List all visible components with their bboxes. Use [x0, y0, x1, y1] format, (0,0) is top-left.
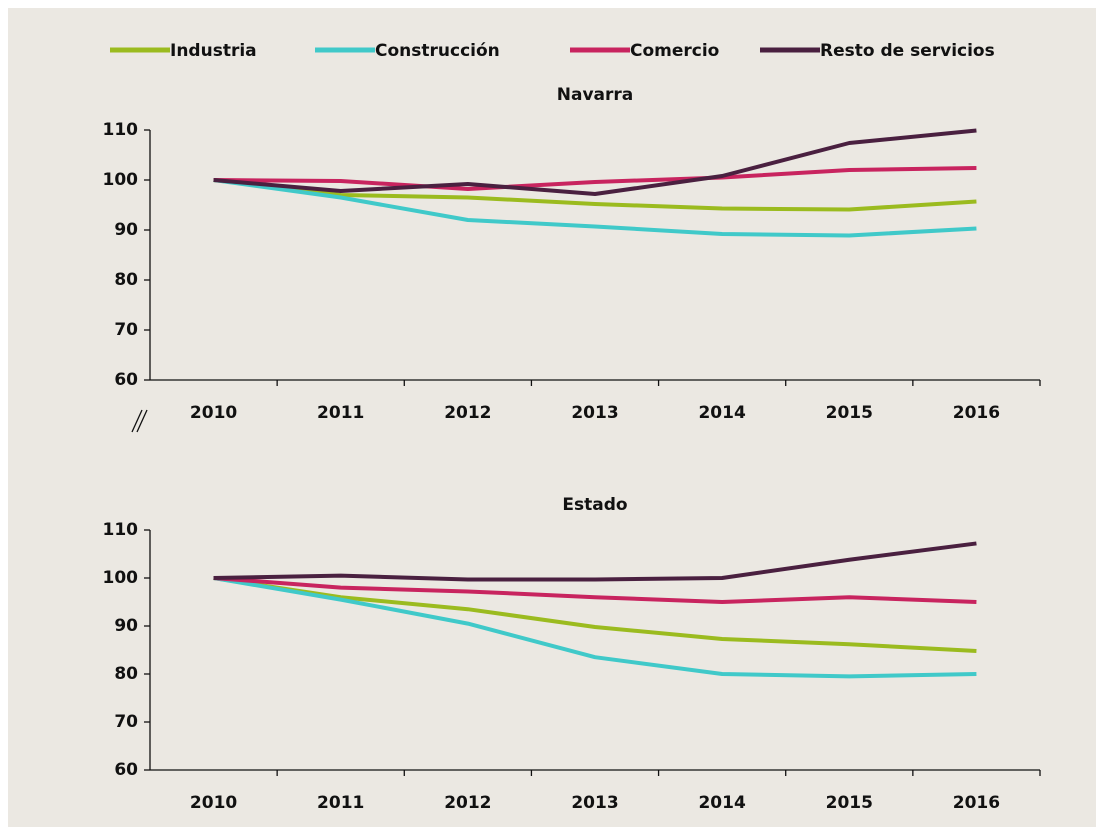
legend-label: Industria — [170, 41, 257, 61]
line — [213, 576, 977, 679]
legend-label: Construcción — [375, 41, 500, 61]
y-tick-label: 110 — [103, 120, 139, 140]
chart-title: Estado — [562, 495, 627, 515]
y-tick-label: 60 — [114, 370, 138, 390]
x-tick-label: 2014 — [698, 793, 745, 813]
line — [213, 166, 977, 191]
line — [213, 576, 977, 604]
x-tick-label: 2011 — [317, 793, 364, 813]
y-tick-label: 70 — [114, 712, 138, 732]
line — [213, 128, 977, 196]
y-tick-label: 110 — [103, 520, 139, 540]
x-tick-label: 2013 — [571, 793, 618, 813]
x-tick-label: 2015 — [826, 403, 873, 423]
x-tick-label: 2012 — [444, 403, 491, 423]
panel — [8, 8, 1096, 827]
x-tick-label: 2011 — [317, 403, 364, 423]
legend-label: Comercio — [630, 41, 719, 61]
axis-break — [131, 409, 148, 433]
chart-title: Navarra — [557, 85, 634, 105]
x-tick-label: 2012 — [444, 793, 491, 813]
y-tick-label: 90 — [114, 220, 138, 240]
x-tick-label: 2013 — [571, 403, 618, 423]
x-tick-label: 2014 — [698, 403, 745, 423]
line — [213, 576, 977, 653]
y-tick-label: 60 — [114, 760, 138, 780]
y-tick-label: 80 — [114, 270, 138, 290]
y-tick-label: 80 — [114, 664, 138, 684]
line — [213, 178, 977, 212]
x-tick-label: 2016 — [953, 403, 1000, 423]
x-tick-label: 2010 — [190, 403, 237, 423]
line — [213, 541, 977, 582]
y-tick-label: 70 — [114, 320, 138, 340]
y-tick-label: 100 — [103, 170, 139, 190]
y-tick-label: 90 — [114, 616, 138, 636]
legend-label: Resto de servicios — [820, 41, 995, 61]
line — [213, 178, 977, 238]
x-tick-label: 2015 — [826, 793, 873, 813]
y-tick-label: 100 — [103, 568, 139, 588]
x-tick-label: 2010 — [190, 793, 237, 813]
x-tick-label: 2016 — [953, 793, 1000, 813]
